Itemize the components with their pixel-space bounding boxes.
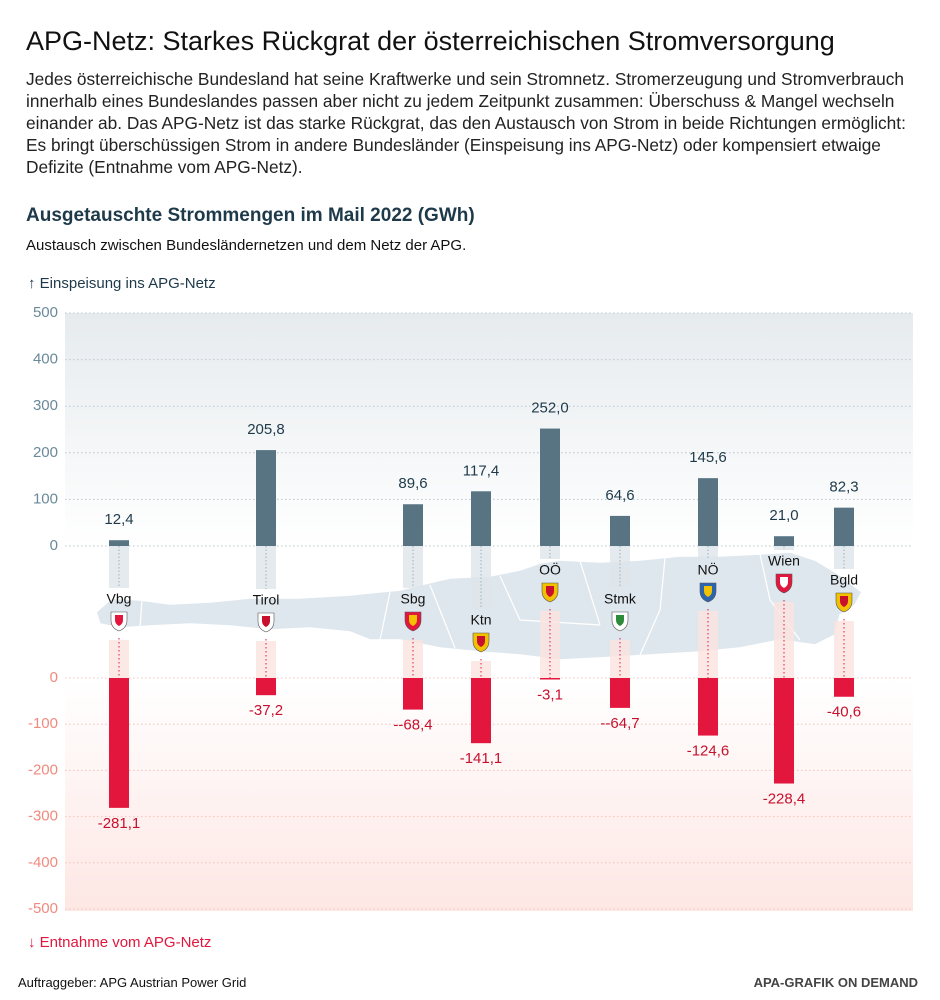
y-tick-label: 400 bbox=[33, 351, 58, 368]
page-title: APG-Netz: Starkes Rückgrat der österreic… bbox=[26, 26, 835, 56]
coat-of-arms-detail bbox=[477, 636, 485, 647]
credit: APA-GRAFIK ON DEMAND bbox=[753, 975, 918, 990]
map-borders bbox=[139, 553, 801, 656]
bar bbox=[698, 478, 718, 546]
connector-down bbox=[834, 621, 854, 678]
value-label: -37,2 bbox=[249, 702, 283, 719]
bar bbox=[834, 678, 854, 697]
region-label: Stmk bbox=[604, 591, 637, 607]
coat-of-arms-detail bbox=[780, 577, 788, 588]
bar bbox=[109, 678, 129, 808]
bar bbox=[256, 678, 276, 696]
value-label: 252,0 bbox=[531, 400, 569, 417]
connector-up bbox=[774, 546, 794, 550]
bar bbox=[256, 450, 276, 546]
bar bbox=[540, 428, 560, 546]
bar bbox=[471, 491, 491, 546]
y-tick-label: 300 bbox=[33, 397, 58, 414]
y2-tick-label: -400 bbox=[28, 854, 58, 871]
coat-of-arms-detail bbox=[409, 615, 417, 626]
connector-down bbox=[471, 661, 491, 678]
value-label: --64,7 bbox=[600, 715, 639, 732]
chart: ↑ Einspeisung ins APG-Netz ↓ Entnahme vom… bbox=[28, 275, 913, 951]
value-label: -281,1 bbox=[98, 815, 141, 832]
y-tick-label: 500 bbox=[33, 304, 58, 321]
bar bbox=[610, 678, 630, 708]
region-label: Tirol bbox=[253, 592, 280, 608]
coat-of-arms-detail bbox=[546, 586, 554, 597]
region-label: OÖ bbox=[539, 561, 561, 578]
value-label: -40,6 bbox=[827, 704, 861, 721]
y-tick-label: 200 bbox=[33, 444, 58, 461]
connector-down bbox=[540, 611, 560, 678]
bar bbox=[774, 536, 794, 546]
bar bbox=[698, 678, 718, 736]
region-label: NÖ bbox=[698, 561, 719, 578]
region-label: Sbg bbox=[401, 591, 426, 607]
region-label: Bgld bbox=[830, 572, 858, 588]
y2-tick-label: -500 bbox=[28, 900, 58, 917]
value-label: 12,4 bbox=[104, 511, 133, 528]
value-label: 117,4 bbox=[463, 462, 499, 479]
description: Jedes österreichische Bundesland hat sei… bbox=[26, 69, 906, 177]
bar bbox=[610, 515, 630, 546]
y-tick-label: 100 bbox=[33, 490, 58, 507]
y2-tick-label: -100 bbox=[28, 715, 58, 732]
value-label: 64,6 bbox=[605, 487, 634, 504]
value-label: -124,6 bbox=[687, 743, 730, 760]
value-label: 21,0 bbox=[769, 507, 798, 524]
region-label: Wien bbox=[768, 553, 800, 569]
coat-of-arms-detail bbox=[115, 615, 123, 626]
bar bbox=[403, 678, 423, 710]
bar bbox=[540, 678, 560, 680]
y2-tick-label: -200 bbox=[28, 761, 58, 778]
y2-tick-label: 0 bbox=[50, 669, 58, 686]
bar bbox=[403, 504, 423, 546]
upper-axis-label: ↑ Einspeisung ins APG-Netz bbox=[28, 275, 216, 292]
connector-up bbox=[698, 546, 718, 559]
value-label: -228,4 bbox=[763, 790, 806, 807]
region-label: Ktn bbox=[470, 612, 491, 628]
connector-down bbox=[698, 611, 718, 678]
value-label: -141,1 bbox=[460, 750, 503, 767]
y-tick-label: 0 bbox=[50, 537, 58, 554]
bar bbox=[834, 507, 854, 546]
region-label: Vbg bbox=[107, 591, 132, 607]
chart-subtitle: Austausch zwischen Bundesländernetzen un… bbox=[26, 237, 467, 254]
connector-up bbox=[540, 546, 560, 559]
lower-axis-label: ↓ Entnahme vom APG-Netz bbox=[28, 934, 211, 951]
y2-tick-label: -300 bbox=[28, 808, 58, 825]
value-label: 145,6 bbox=[689, 449, 727, 466]
value-label: 89,6 bbox=[398, 475, 427, 492]
value-label: 205,8 bbox=[247, 421, 285, 438]
bar bbox=[774, 678, 794, 784]
bar bbox=[109, 540, 129, 546]
coat-of-arms-detail bbox=[262, 616, 270, 627]
coat-of-arms-detail bbox=[704, 586, 712, 597]
chart-title: Ausgetauschte Strommengen im Mail 2022 (… bbox=[26, 205, 475, 226]
value-label: --68,4 bbox=[393, 717, 432, 734]
source: Auftraggeber: APG Austrian Power Grid bbox=[18, 975, 247, 990]
value-label: -3,1 bbox=[537, 686, 563, 703]
coat-of-arms-detail bbox=[840, 596, 848, 607]
bar bbox=[471, 678, 491, 744]
value-label: 82,3 bbox=[829, 479, 858, 496]
coat-of-arms-detail bbox=[616, 615, 624, 626]
